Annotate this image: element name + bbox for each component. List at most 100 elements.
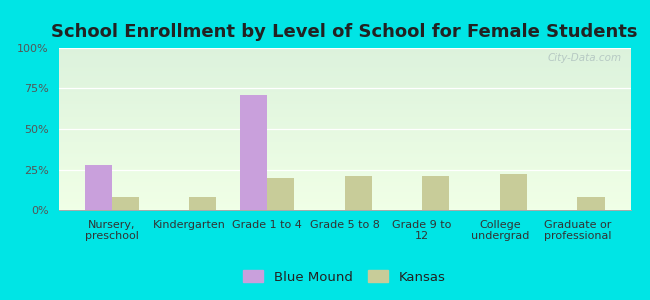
Bar — [58, 155, 630, 156]
Bar — [344, 176, 372, 210]
Bar — [58, 59, 630, 60]
Bar — [58, 179, 630, 180]
Bar — [58, 149, 630, 150]
Bar — [58, 171, 630, 172]
Bar — [58, 134, 630, 135]
Bar — [58, 139, 630, 140]
Bar — [58, 87, 630, 88]
Bar — [58, 194, 630, 195]
Bar — [58, 54, 630, 55]
Bar — [58, 133, 630, 134]
Bar — [58, 126, 630, 127]
Bar — [58, 106, 630, 107]
Bar — [189, 197, 216, 210]
Bar — [58, 100, 630, 101]
Bar — [58, 61, 630, 62]
Bar — [58, 93, 630, 94]
Bar — [58, 55, 630, 56]
Bar — [58, 65, 630, 66]
Bar — [58, 53, 630, 54]
Bar — [422, 176, 449, 210]
Bar — [58, 74, 630, 75]
Bar — [58, 118, 630, 119]
Bar — [58, 115, 630, 116]
Bar — [58, 94, 630, 95]
Bar — [58, 191, 630, 192]
Bar — [58, 103, 630, 104]
Bar — [58, 85, 630, 86]
Bar — [58, 82, 630, 83]
Bar — [58, 110, 630, 111]
Bar — [58, 51, 630, 52]
Bar — [58, 69, 630, 70]
Bar — [500, 174, 527, 210]
Bar — [58, 127, 630, 128]
Bar — [58, 173, 630, 174]
Bar — [58, 159, 630, 160]
Bar — [58, 95, 630, 96]
Bar — [58, 112, 630, 113]
Bar — [58, 203, 630, 204]
Bar — [58, 66, 630, 67]
Bar — [58, 62, 630, 63]
Bar — [58, 129, 630, 130]
Bar — [58, 187, 630, 188]
Bar — [58, 183, 630, 184]
Bar — [58, 153, 630, 154]
Bar — [58, 166, 630, 167]
Bar — [58, 113, 630, 114]
Bar — [58, 181, 630, 182]
Bar — [58, 144, 630, 145]
Bar — [58, 70, 630, 71]
Bar — [58, 89, 630, 90]
Bar — [58, 177, 630, 178]
Bar — [240, 95, 267, 210]
Bar — [58, 138, 630, 139]
Bar — [58, 81, 630, 82]
Bar — [58, 172, 630, 173]
Bar — [58, 196, 630, 197]
Bar — [58, 204, 630, 205]
Bar — [58, 180, 630, 181]
Bar — [58, 162, 630, 163]
Bar — [58, 131, 630, 132]
Bar — [58, 125, 630, 126]
Bar — [58, 132, 630, 133]
Bar — [58, 174, 630, 175]
Bar — [58, 201, 630, 202]
Bar — [58, 148, 630, 149]
Bar — [58, 193, 630, 194]
Bar — [58, 151, 630, 152]
Bar — [58, 161, 630, 162]
Bar — [58, 123, 630, 124]
Bar — [58, 137, 630, 138]
Bar — [58, 168, 630, 169]
Bar — [58, 117, 630, 118]
Bar — [58, 163, 630, 164]
Bar — [58, 77, 630, 78]
Bar — [58, 198, 630, 199]
Bar — [58, 57, 630, 58]
Bar — [577, 197, 605, 210]
Bar — [58, 121, 630, 122]
Bar — [58, 108, 630, 109]
Legend: Blue Mound, Kansas: Blue Mound, Kansas — [238, 265, 451, 289]
Bar — [58, 136, 630, 137]
Bar — [58, 164, 630, 165]
Bar — [58, 119, 630, 120]
Bar — [58, 96, 630, 97]
Bar — [58, 72, 630, 73]
Bar — [58, 75, 630, 76]
Bar — [58, 128, 630, 129]
Bar — [58, 120, 630, 121]
Bar — [58, 176, 630, 177]
Bar — [58, 152, 630, 153]
Bar — [58, 142, 630, 143]
Bar — [58, 86, 630, 87]
Bar — [58, 64, 630, 65]
Bar — [58, 90, 630, 91]
Bar — [58, 60, 630, 61]
Bar — [58, 63, 630, 64]
Bar — [58, 182, 630, 183]
Bar — [58, 56, 630, 57]
